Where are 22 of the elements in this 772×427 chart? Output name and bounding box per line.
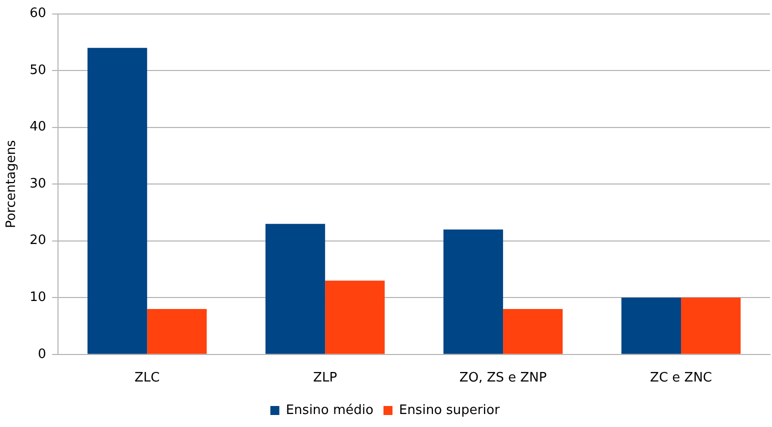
- y-tick-label: 20: [30, 233, 46, 248]
- bar: [325, 280, 385, 354]
- bar: [147, 308, 207, 354]
- x-tick-label: ZC e ZNC: [650, 370, 712, 386]
- bar: [503, 308, 563, 354]
- y-tick-label: 60: [30, 6, 46, 22]
- legend-label: Ensino médio: [286, 402, 374, 418]
- x-tick-label: ZLC: [134, 370, 160, 386]
- bar: [621, 298, 682, 354]
- y-tick-label: 30: [30, 176, 46, 192]
- x-tick-label: ZLP: [313, 370, 338, 386]
- bar: [88, 48, 148, 354]
- legend-label: Ensino superior: [398, 402, 500, 418]
- y-tick-label: 40: [30, 120, 46, 135]
- y-tick-label: 10: [30, 290, 46, 306]
- bar: [265, 224, 326, 354]
- y-axis-title: Porcentagens: [4, 140, 20, 228]
- bar: [681, 298, 741, 354]
- y-tick-label: 0: [38, 346, 46, 362]
- y-tick-label: 50: [30, 62, 46, 78]
- x-tick-label: ZO, ZS e ZNP: [459, 370, 547, 386]
- bar: [443, 230, 504, 354]
